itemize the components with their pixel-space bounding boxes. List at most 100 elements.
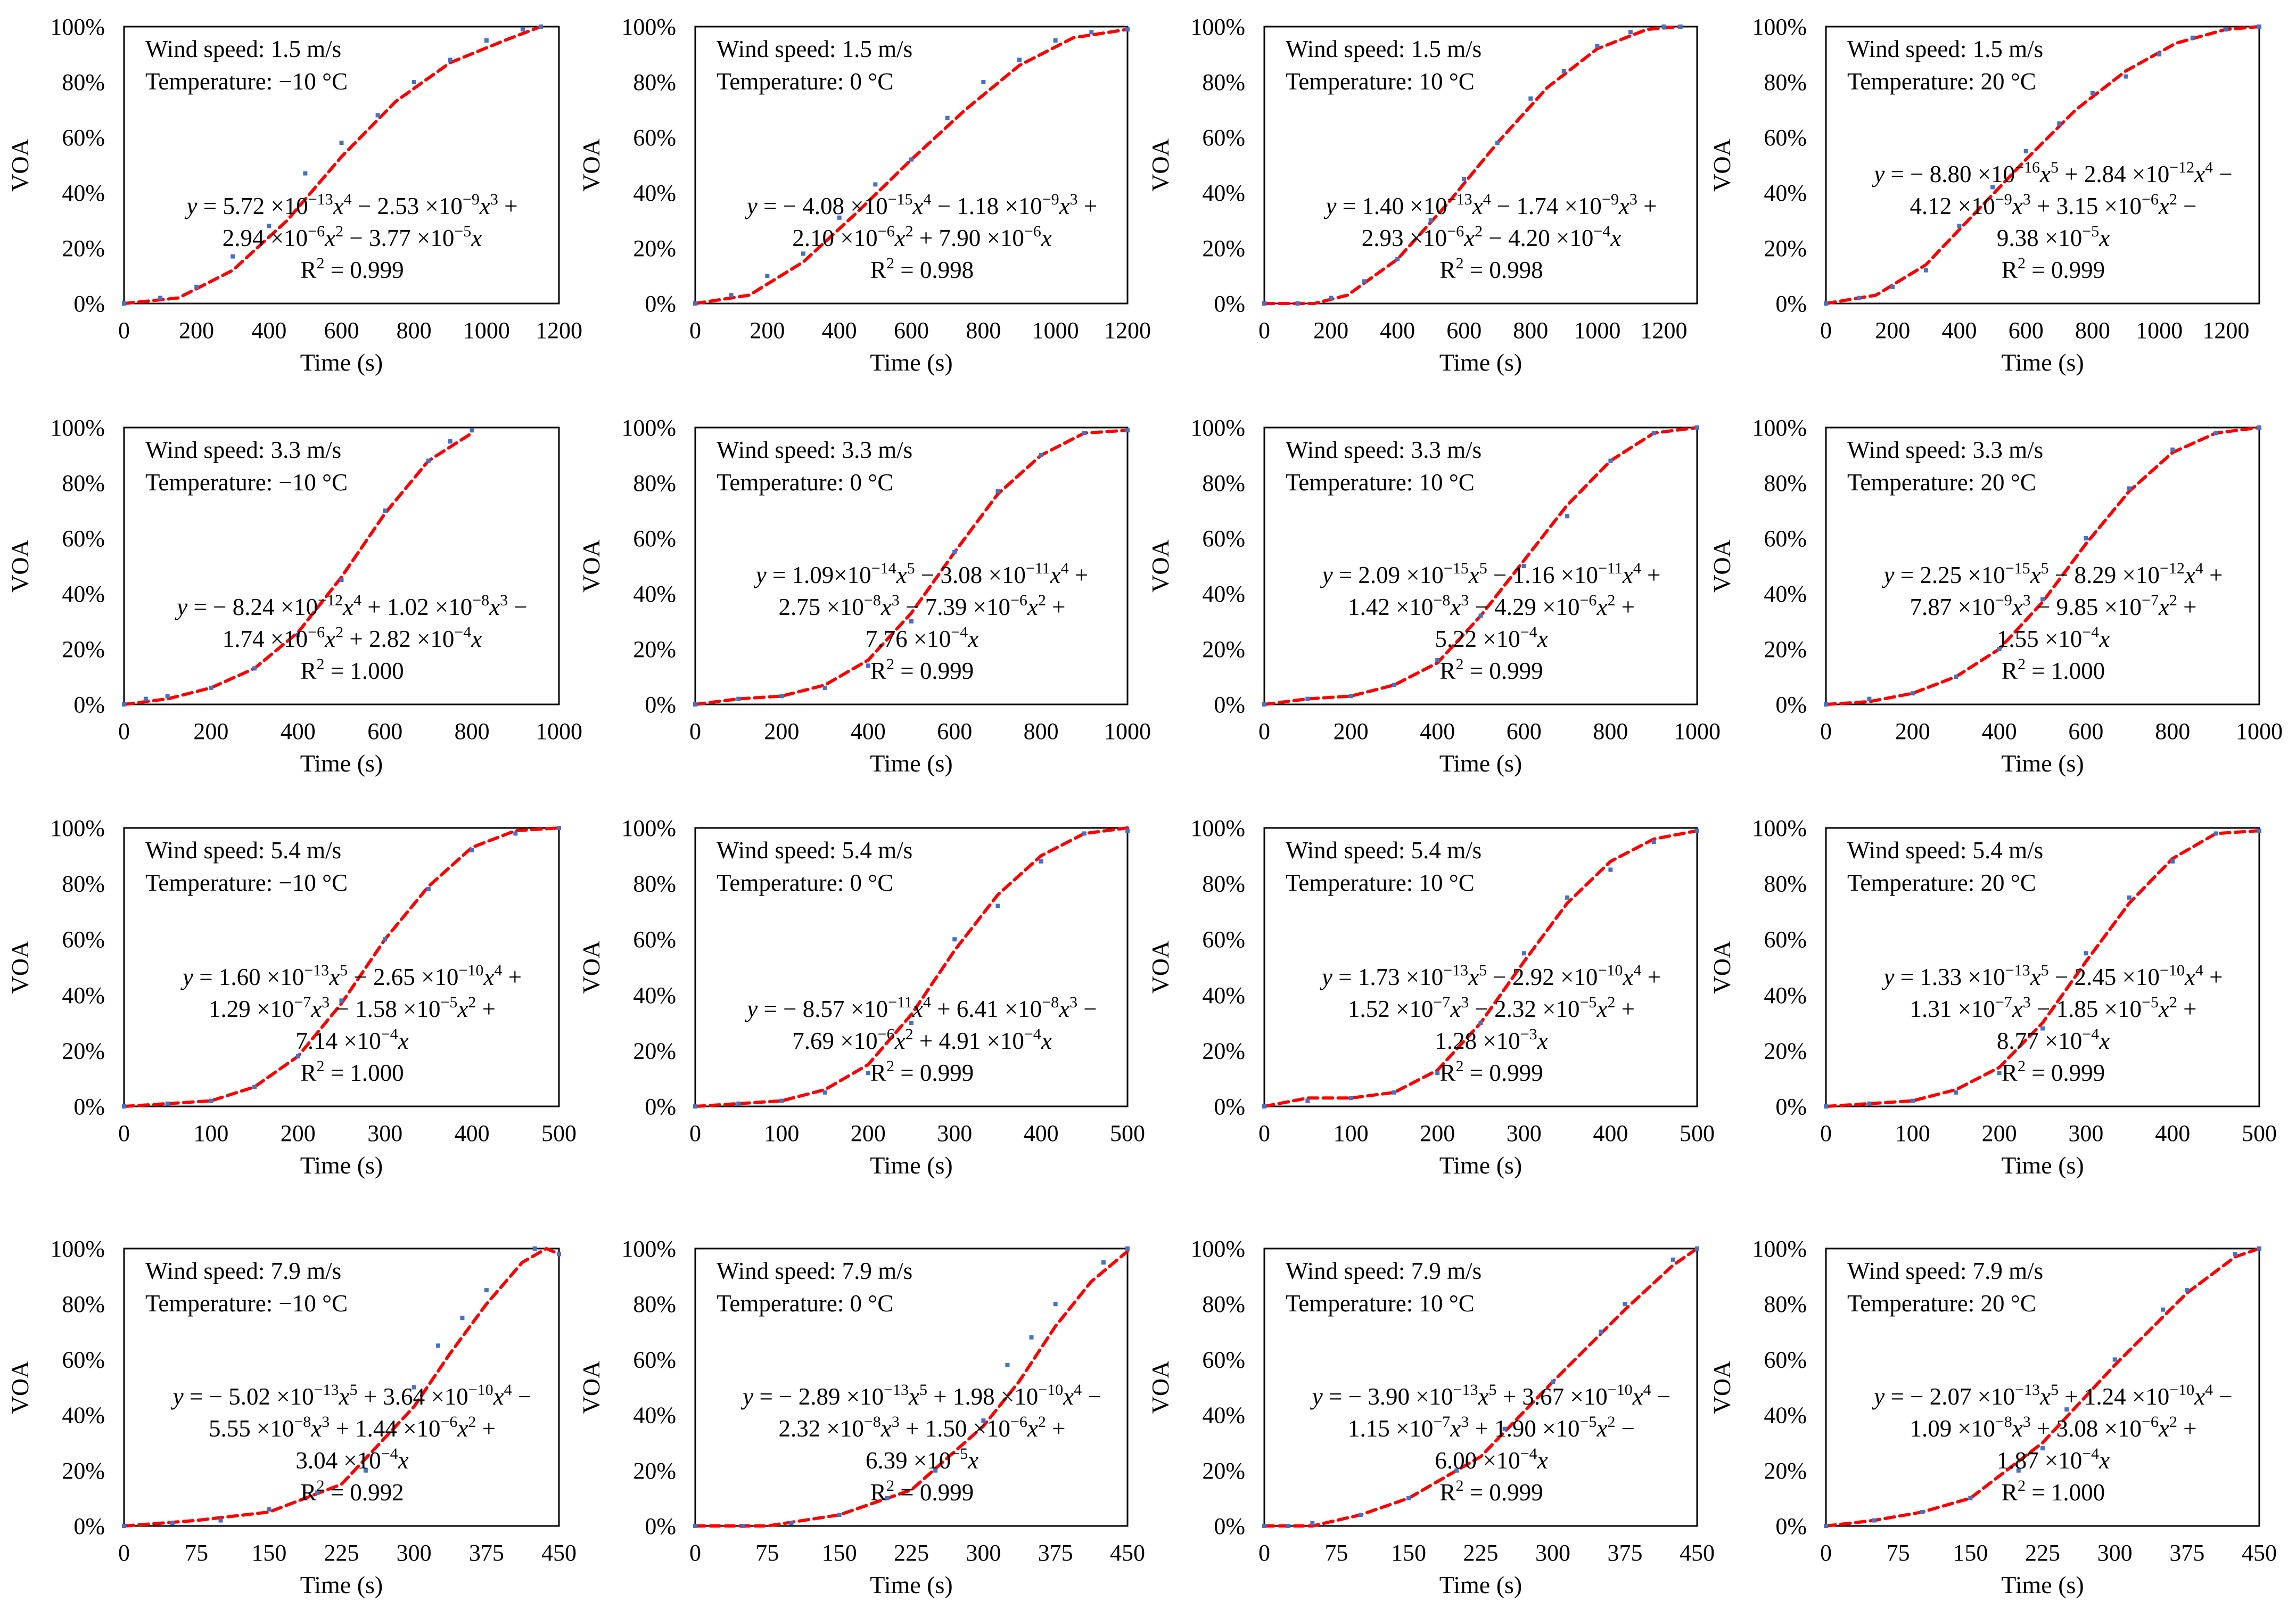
data-point: [2040, 597, 2045, 602]
regression-equation-line: 1.42 ×10−8x3 − 4.29 ×10−6x2 +: [1348, 592, 1635, 620]
x-tick-label: 500: [1680, 1120, 1715, 1146]
data-point: [1872, 1518, 1877, 1523]
data-point: [520, 27, 525, 32]
regression-equation-line: 6.39 ×10−5x: [866, 1445, 978, 1474]
x-tick-label: 0: [118, 718, 130, 744]
data-point: [909, 157, 914, 162]
x-tick-label: 0: [118, 317, 130, 343]
data-point: [1478, 613, 1483, 618]
y-tick-label: 80%: [1202, 871, 1245, 897]
data-point: [1910, 1098, 1915, 1103]
x-tick-label: 0: [1820, 317, 1832, 343]
x-axis-label: Time (s): [2001, 1152, 2084, 1179]
y-tick-label: 80%: [1764, 470, 1807, 496]
data-point: [1262, 301, 1266, 306]
regression-equation-line: 1.74 ×10−6x2 + 2.82 ×10−4x: [223, 623, 482, 652]
plot-frame: [1825, 26, 2260, 305]
data-point: [822, 1090, 827, 1095]
plot-frame: [694, 827, 1129, 1107]
y-tick-label: 60%: [1202, 526, 1245, 552]
data-point: [1565, 895, 1570, 900]
plot-frame: [1825, 426, 2260, 705]
data-point: [1428, 218, 1433, 223]
y-tick-label: 100%: [1190, 815, 1245, 841]
data-point: [1262, 1524, 1266, 1528]
temperature-label: Temperature: −10 °C: [145, 68, 348, 95]
y-tick-label: 40%: [1764, 180, 1807, 206]
data-point: [995, 904, 1000, 908]
y-tick-label: 80%: [633, 1291, 676, 1317]
data-point: [1454, 1468, 1459, 1473]
chart-panel-13: 0% 20% 40% 60% 80% 100% 0 75 150 225 300 375 450 VOA T…: [6, 1236, 577, 1598]
x-tick-label: 0: [1258, 718, 1270, 744]
data-point: [741, 1524, 746, 1528]
data-point: [143, 696, 148, 701]
x-tick-label: 800: [2155, 718, 2190, 744]
x-tick-label: 0: [1258, 1120, 1270, 1146]
x-tick-label: 1000: [536, 718, 582, 744]
data-point: [2233, 1252, 2237, 1257]
y-tick-label: 80%: [633, 69, 676, 95]
data-point: [2127, 895, 2132, 900]
data-point: [981, 1418, 986, 1423]
x-tick-label: 0: [1258, 317, 1270, 343]
plot-frame: [123, 26, 560, 305]
x-tick-label: 200: [1420, 1120, 1455, 1146]
data-point: [1039, 859, 1043, 864]
y-tick-label: 20%: [1764, 1038, 1807, 1064]
x-tick-label: 600: [2068, 718, 2103, 744]
data-point: [383, 937, 388, 942]
y-axis-label: VOA: [6, 941, 34, 994]
x-tick-label: 200: [1895, 718, 1930, 744]
data-point: [470, 848, 474, 852]
x-tick-label: 75: [185, 1540, 208, 1566]
y-tick-label: 60%: [1202, 1347, 1245, 1373]
data-point: [315, 1490, 320, 1495]
x-tick-label: 75: [755, 1540, 779, 1566]
data-point: [1348, 694, 1353, 699]
temperature-label: Temperature: 10 °C: [1286, 68, 1475, 95]
x-tick-label: 225: [1463, 1540, 1499, 1566]
x-tick-label: 1000: [2136, 317, 2183, 343]
wind-speed-label: Wind speed: 1.5 m/s: [145, 36, 341, 62]
y-tick-label: 80%: [1202, 69, 1245, 95]
data-point: [412, 80, 416, 84]
y-axis-label: VOA: [1708, 1361, 1735, 1414]
data-point: [170, 1521, 175, 1525]
x-tick-label: 300: [966, 1540, 1001, 1566]
wind-speed-label: Wind speed: 5.4 m/s: [717, 837, 912, 864]
data-point: [1957, 224, 1962, 228]
data-point: [339, 141, 344, 145]
data-point: [873, 182, 878, 187]
y-tick-label: 40%: [62, 581, 105, 607]
x-tick-label: 1000: [1104, 718, 1151, 744]
data-point: [779, 1098, 784, 1103]
regression-equation-line: y = − 2.07 ×10−13x5 + 1.24 ×10−10x4 −: [1872, 1381, 2233, 1410]
y-tick-label: 20%: [1764, 235, 1807, 261]
data-point: [1329, 296, 1334, 300]
x-tick-label: 150: [251, 1540, 286, 1566]
y-tick-label: 80%: [633, 871, 676, 897]
data-point: [765, 274, 770, 278]
r-squared-label: R2 = 0.999: [870, 1477, 974, 1506]
data-point: [2084, 536, 2088, 540]
data-point: [1678, 24, 1683, 29]
x-axis-label: Time (s): [2001, 349, 2084, 376]
data-point: [1528, 96, 1533, 101]
data-point: [2157, 52, 2162, 56]
y-tick-label: 40%: [1764, 1402, 1807, 1429]
x-tick-label: 400: [1941, 317, 1977, 343]
x-tick-label: 0: [689, 1540, 701, 1566]
data-point: [779, 694, 784, 699]
r-squared-label: R2 = 0.998: [1439, 255, 1543, 283]
data-point: [2112, 1357, 2117, 1362]
data-point: [1029, 1335, 1034, 1340]
data-point: [822, 685, 827, 690]
x-tick-label: 600: [367, 718, 402, 744]
wind-speed-label: Wind speed: 1.5 m/s: [717, 36, 912, 62]
data-point: [995, 489, 1000, 494]
data-point: [231, 254, 235, 259]
regression-equation-line: 1.29 ×10−7x3 − 1.58 ×10−5x2 +: [209, 994, 496, 1022]
y-tick-label: 20%: [633, 1038, 676, 1064]
data-point: [426, 887, 431, 892]
